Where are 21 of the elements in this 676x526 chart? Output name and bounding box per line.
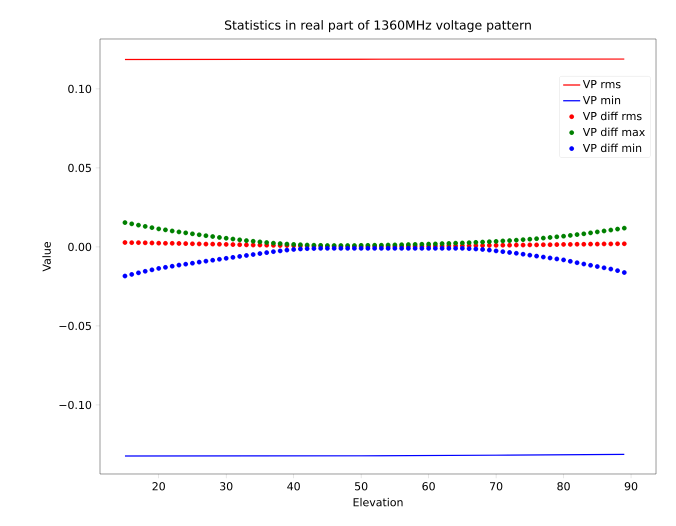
x-tick-label: 30: [220, 482, 232, 490]
x-tick-label: 40: [287, 482, 300, 490]
x-tick-label: 70: [490, 482, 502, 490]
x-tick-label: 90: [624, 482, 638, 490]
x-tick-label: 50: [355, 482, 368, 490]
chart-title: Statistics in real part of 1360MHz voltage pattern: [224, 20, 531, 32]
x-tick-label: 60: [422, 482, 435, 490]
y-axis-title: Value: [42, 242, 51, 272]
legend-label: VP min: [582, 96, 620, 104]
legend-label: VP diff rms: [582, 112, 642, 120]
y-tick-label: 0.05: [68, 164, 91, 172]
y-tick-label: 0.10: [68, 84, 92, 94]
x-axis-title: Elevation: [354, 498, 403, 506]
y-tick-label: 0.00: [68, 242, 92, 252]
legend-label: VP rms: [582, 80, 621, 88]
x-tick-label: 20: [152, 482, 165, 490]
y-tick-label: −0.10: [59, 400, 92, 410]
x-tick-label: 80: [557, 482, 570, 490]
legend-label: VP diff max: [582, 128, 645, 136]
y-tick-label: −0.05: [59, 322, 91, 330]
legend-label: VP diff min: [582, 144, 642, 152]
